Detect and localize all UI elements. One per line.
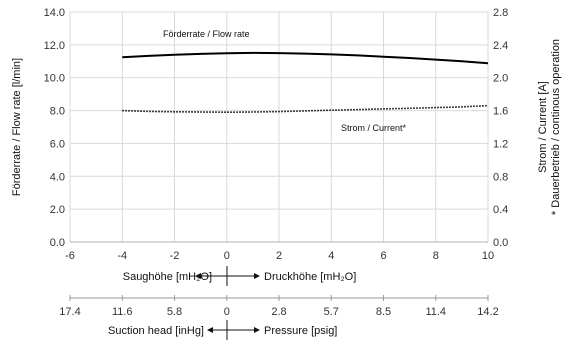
pressure-head-mh2o-label: Druckhöhe [mH₂O] (264, 271, 356, 283)
inhg-tick-label: 8.5 (376, 306, 391, 318)
y2-tick-label: 0.8 (493, 171, 508, 183)
y2-tick-label: 2.0 (493, 73, 508, 85)
x-tick-label: -6 (65, 250, 75, 262)
inhg-tick-label: 11.6 (112, 306, 133, 318)
inhg-tick-label: 14.2 (477, 306, 498, 318)
x-tick-label: 2 (276, 250, 282, 262)
x-tick-label: 4 (328, 250, 334, 262)
flow-rate-annotation: Förderrate / Flow rate (163, 29, 250, 39)
x-tick-label: 8 (433, 250, 439, 262)
y2-tick-label: 1.2 (493, 138, 508, 150)
inhg-direction-arrows (207, 320, 260, 340)
y-tick-label: 2.0 (50, 204, 65, 216)
y2-tick-label: 0.0 (493, 237, 508, 249)
series-layer (122, 51, 489, 114)
suction-head-mh2o-label: Saughöhe [mH₂O] (123, 271, 212, 283)
inhg-tick-label: 11.4 (425, 306, 446, 318)
y2-tick-label: 0.4 (493, 204, 508, 216)
x-tick-label: 6 (380, 250, 386, 262)
inhg-psig-axis: 17.4 11.6 5.8 0 2.8 5.7 8.5 11.4 14.2 (59, 295, 499, 318)
inhg-tick-label: 0 (224, 306, 230, 318)
x-tick-label: 0 (224, 250, 230, 262)
y-tick-label: 8.0 (50, 106, 65, 118)
inhg-tick-label: 2.8 (271, 306, 286, 318)
y2-tick-label: 1.6 (493, 106, 508, 118)
inhg-tick-label: 5.8 (167, 306, 182, 318)
y-tick-label: 4.0 (50, 171, 65, 183)
suction-head-inhg-label: Suction head [inHg] (108, 325, 204, 337)
grid (69, 11, 489, 243)
y-tick-label: 10.0 (44, 73, 65, 85)
inhg-tick-label: 17.4 (59, 306, 80, 318)
current-line (122, 104, 489, 114)
inhg-tick-label: 5.7 (324, 306, 339, 318)
x-tick-label: 10 (482, 250, 494, 262)
y-tick-label: 0.0 (50, 237, 65, 249)
y-axis-label: Förderrate / Flow rate [l/min] (11, 58, 23, 196)
y-tick-label: 12.0 (44, 40, 65, 52)
y2-axis-note: * Dauerbetrieb / continous operation (550, 39, 562, 215)
y-tick-label: 6.0 (50, 138, 65, 150)
x-tick-label: -4 (117, 250, 127, 262)
y-tick-label: 14.0 (44, 7, 65, 19)
y2-tick-label: 2.8 (493, 7, 508, 19)
current-annotation: Strom / Current* (341, 123, 407, 133)
pressure-psig-label: Pressure [psig] (264, 325, 337, 337)
x-tick-label: -2 (170, 250, 180, 262)
mh2o-direction-arrows (195, 266, 260, 286)
flow-rate-line (122, 51, 489, 65)
axes: 0.0 2.0 4.0 6.0 8.0 10.0 12.0 14.0 0.0 0.4 0.8 1.2 1… (44, 7, 509, 262)
y2-axis-label: Strom / Current [A] (537, 81, 549, 173)
y2-tick-label: 2.4 (493, 40, 508, 52)
